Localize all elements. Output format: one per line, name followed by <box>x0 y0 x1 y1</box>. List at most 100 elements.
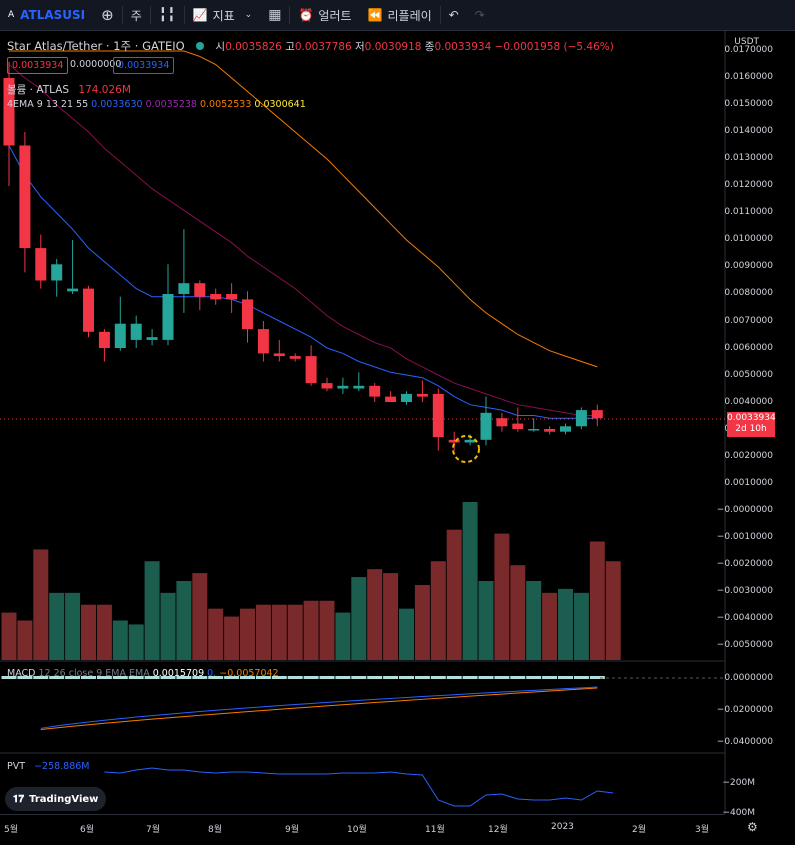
ema-legend[interactable]: 4EMA 9 13 21 55 0.0033630 0.0035238 0.00… <box>7 99 306 110</box>
ema21-line <box>8 64 598 416</box>
volume-bar <box>144 561 160 660</box>
symbol-button[interactable]: A ATLASUSI <box>0 0 93 30</box>
candle-body <box>114 323 126 348</box>
ema55-value: 0.0300641 <box>254 99 306 110</box>
macd-histogram-bar <box>573 676 589 679</box>
ohlc-change-value: −0.0001958 (−5.46%) <box>494 41 614 53</box>
pvt-legend[interactable]: PVT −258.886M <box>7 761 90 772</box>
candle-body <box>51 264 63 281</box>
ema55-line <box>9 50 598 368</box>
volume-bar <box>65 592 81 660</box>
candle-body <box>178 283 190 294</box>
macd-axis-label-1: −0.0200000 <box>716 705 773 715</box>
candle-body <box>480 412 492 440</box>
redo-button[interactable]: ↷ <box>467 0 493 30</box>
price-axis-label: 0.0010000 <box>724 477 773 488</box>
candle-body <box>83 288 94 332</box>
price-axis-label: 0.0060000 <box>724 342 773 353</box>
candle-body <box>273 353 285 357</box>
volume-bar <box>430 561 446 660</box>
price-axis-label: 0.0130000 <box>724 153 773 164</box>
macd-signal-value: −0.0057042 <box>219 668 279 679</box>
macd-histogram-bar <box>255 676 271 679</box>
pvt-axis-label-1: −400M <box>722 808 755 818</box>
alarm-clock-icon: ⏰ <box>298 8 314 22</box>
templates-button[interactable]: ▦ <box>260 0 289 30</box>
macd-histogram-bar <box>33 676 49 679</box>
volume-value: 174.026M <box>78 84 131 96</box>
price-axis-label: 0.0100000 <box>724 234 773 245</box>
chart-type-button[interactable]: ╏╏ <box>151 0 184 30</box>
macd-histogram-bar <box>208 676 224 679</box>
candle-body <box>528 429 540 431</box>
volume-bar <box>605 561 621 660</box>
toolbar-divider <box>149 6 151 24</box>
volume-bar <box>1 612 17 660</box>
macd-histogram-bar <box>271 676 287 679</box>
volume-bar <box>81 604 96 660</box>
candle-body <box>401 393 412 402</box>
price-axis-label: −0.0030000 <box>716 586 773 596</box>
candle-body <box>416 393 428 397</box>
candle-body <box>432 393 444 438</box>
pvt-line <box>104 767 614 807</box>
compare-button[interactable]: ⊕ <box>93 0 122 30</box>
macd-histogram-bar <box>414 676 430 679</box>
macd-histogram-bar <box>351 676 367 679</box>
time-axis[interactable] <box>0 814 725 845</box>
indicators-button[interactable]: 📈 지표 ⌄ <box>185 0 261 30</box>
price-axis-label: −0.0040000 <box>716 613 773 624</box>
interval-button[interactable]: 주 <box>130 8 142 23</box>
volume-bar <box>414 584 430 660</box>
candle-body <box>146 337 158 340</box>
candle-body <box>226 294 238 300</box>
macd-legend[interactable]: MACD 12 26 close 9 EMA EMA 0.0015709 0. … <box>7 668 279 679</box>
pvt-value: −258.886M <box>34 761 90 772</box>
volume-bar <box>255 604 271 660</box>
macd-params: 12 26 close 9 EMA EMA <box>38 668 150 679</box>
tradingview-logo[interactable]: 𝟏𝟕 TradingView <box>5 787 107 811</box>
candles-icon: ╏╏ <box>158 7 176 23</box>
annotation-circle <box>452 435 480 463</box>
macd-histogram-bar <box>430 676 446 679</box>
macd-histogram-bar <box>144 676 160 679</box>
volume-bar <box>112 620 128 660</box>
candle-body <box>385 396 397 402</box>
volume-bar <box>208 608 224 660</box>
rewind-icon: ⏪ <box>367 8 383 22</box>
candle-body <box>575 410 587 427</box>
spread-chip: 0.0000000 <box>70 59 122 70</box>
candle-body <box>35 248 47 281</box>
buy-price-chip[interactable]: 0.0033934 <box>113 57 175 74</box>
macd-histogram-bar <box>81 676 96 679</box>
candle-body <box>496 418 508 427</box>
settings-gear-icon[interactable]: ⚙ <box>747 820 758 834</box>
currency-label[interactable]: USDT <box>734 37 759 47</box>
macd-histogram-bar <box>160 676 176 679</box>
price-axis-label: 0.0020000 <box>724 450 773 461</box>
undo-button[interactable]: ↶ <box>441 0 467 30</box>
ohlc-open-value: 0.0035826 <box>225 41 282 53</box>
volume-bar <box>49 592 65 660</box>
volume-bar <box>271 604 287 660</box>
price-axis-label: −0.0010000 <box>716 531 773 542</box>
toolbar-divider <box>439 6 441 24</box>
volume-legend[interactable]: 볼륨 · ATLAS 174.026M <box>7 82 131 97</box>
ohlc-open-label: 시 <box>215 41 226 53</box>
candle-body <box>130 323 142 340</box>
last-price-value: 0.0033934 <box>727 413 776 423</box>
volume-bar <box>478 581 494 660</box>
candle-body <box>512 423 524 429</box>
ema9-line <box>8 145 598 419</box>
price-axis-label: 0.0120000 <box>724 180 773 191</box>
macd-histogram-bar <box>494 676 510 679</box>
candle-body <box>19 145 31 249</box>
alert-button[interactable]: ⏰ 얼러트 <box>290 0 359 30</box>
volume-bar <box>128 624 144 660</box>
sell-price-chip[interactable]: 0.0033934 <box>7 57 69 74</box>
macd-histogram-bar <box>112 676 128 679</box>
macd-histogram-bar <box>224 676 240 679</box>
candle-body <box>257 329 269 354</box>
replay-button[interactable]: ⏪ 리플레이 <box>360 0 440 30</box>
